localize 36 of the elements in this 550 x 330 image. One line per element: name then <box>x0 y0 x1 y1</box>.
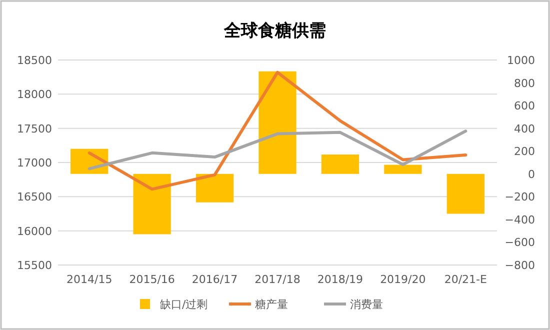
x-tick-label: 2015/16 <box>129 273 175 286</box>
x-tick-label: 2019/20 <box>380 273 426 286</box>
legend-label: 糖产量 <box>255 298 288 311</box>
y-tick-label: 16000 <box>17 224 52 238</box>
y2-tick-label: −200 <box>504 190 535 204</box>
chart-title: 全球食糖供需 <box>223 21 326 41</box>
y-tick-label: 17000 <box>17 156 52 170</box>
y2-tick-label: −600 <box>504 236 535 250</box>
y-tick-label: 18500 <box>17 54 52 67</box>
x-tick-label: 2016/17 <box>192 273 238 286</box>
bar <box>446 174 484 214</box>
y2-tick-label: −800 <box>504 259 535 272</box>
legend-label: 消费量 <box>350 298 383 311</box>
y-tick-label: 16500 <box>17 190 52 204</box>
line-series <box>88 130 468 170</box>
x-tick-label: 2017/18 <box>254 273 300 286</box>
y2-tick-label: 400 <box>514 122 535 136</box>
bar <box>133 174 171 234</box>
y2-tick-label: 0 <box>528 168 535 181</box>
bar <box>321 154 360 174</box>
y-tick-label: 18000 <box>17 88 52 102</box>
bar <box>196 174 234 202</box>
x-tick-label: 2014/15 <box>66 273 112 286</box>
y2-tick-label: 200 <box>514 145 535 158</box>
y2-tick-label: 1000 <box>507 54 535 67</box>
bar <box>258 71 296 174</box>
y2-tick-label: 600 <box>514 100 535 113</box>
bar <box>384 164 422 174</box>
y2-tick-label: 800 <box>514 76 535 90</box>
y-tick-label: 17500 <box>17 122 52 136</box>
x-tick-label: 20/21-E <box>444 273 487 286</box>
x-tick-label: 2018/19 <box>317 273 364 286</box>
legend-label: 缺口/过剩 <box>160 298 208 311</box>
line-series <box>88 70 468 191</box>
y2-tick-label: −400 <box>504 213 535 226</box>
y-tick-label: 15500 <box>17 259 52 272</box>
